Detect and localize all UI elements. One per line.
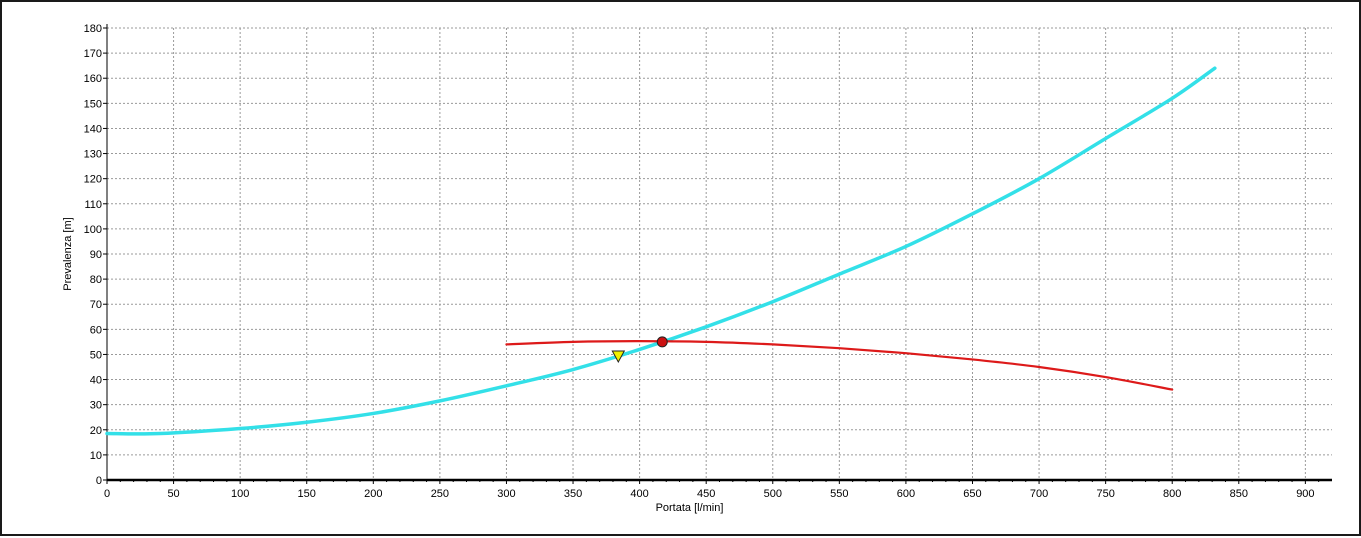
x-tick-label: 550: [830, 488, 848, 500]
x-tick-label: 250: [431, 488, 449, 500]
y-tick-label: 100: [84, 224, 102, 236]
grid: [107, 27, 1332, 480]
x-tick-label: 200: [364, 488, 382, 500]
y-tick-label: 180: [84, 23, 102, 35]
x-axis-title: Portata [l/min]: [656, 502, 724, 514]
series-lines: [105, 66, 1217, 436]
y-tick-label: 0: [96, 475, 102, 487]
x-tick-label: 600: [897, 488, 915, 500]
duty-point-marker: [611, 350, 626, 363]
axes: [103, 24, 1332, 484]
y-tick-label: 90: [90, 249, 102, 261]
x-tick-label: 0: [104, 488, 110, 500]
y-tick-label: 160: [84, 73, 102, 85]
x-tick-label: 400: [630, 488, 648, 500]
x-tick-label: 650: [963, 488, 981, 500]
x-tick-label: 900: [1296, 488, 1314, 500]
y-tick-label: 70: [90, 299, 102, 311]
point-markers: [611, 336, 668, 363]
x-tick-label: 850: [1230, 488, 1248, 500]
y-tick-label: 170: [84, 48, 102, 60]
x-tick-label: 150: [298, 488, 316, 500]
intersection-point-marker: [656, 336, 668, 348]
x-tick-label: 750: [1096, 488, 1114, 500]
y-tick-label: 140: [84, 123, 102, 135]
x-tick-label: 300: [497, 488, 515, 500]
x-tick-label: 500: [764, 488, 782, 500]
tick-labels: 0 50 100 150 200 250 300 350 400 450 500 550 600 650 7…: [84, 23, 1315, 500]
y-tick-label: 10: [90, 450, 102, 462]
y-axis-title: Prevalenza [m]: [62, 217, 74, 290]
x-tick-label: 100: [231, 488, 249, 500]
y-tick-label: 30: [90, 400, 102, 412]
x-tick-label: 800: [1163, 488, 1181, 500]
y-tick-label: 130: [84, 149, 102, 161]
x-tick-label: 450: [697, 488, 715, 500]
x-tick-label: 700: [1030, 488, 1048, 500]
y-tick-label: 110: [84, 199, 102, 211]
x-tick-label: 350: [564, 488, 582, 500]
y-tick-label: 50: [90, 349, 102, 361]
y-tick-label: 60: [90, 324, 102, 336]
y-tick-label: 120: [84, 174, 102, 186]
y-tick-label: 80: [90, 274, 102, 286]
series-line-1: [105, 66, 1217, 436]
x-tick-label: 50: [167, 488, 179, 500]
y-tick-label: 40: [90, 375, 102, 387]
y-tick-label: 150: [84, 98, 102, 110]
y-tick-label: 20: [90, 425, 102, 437]
series-line-2: [505, 340, 1174, 391]
